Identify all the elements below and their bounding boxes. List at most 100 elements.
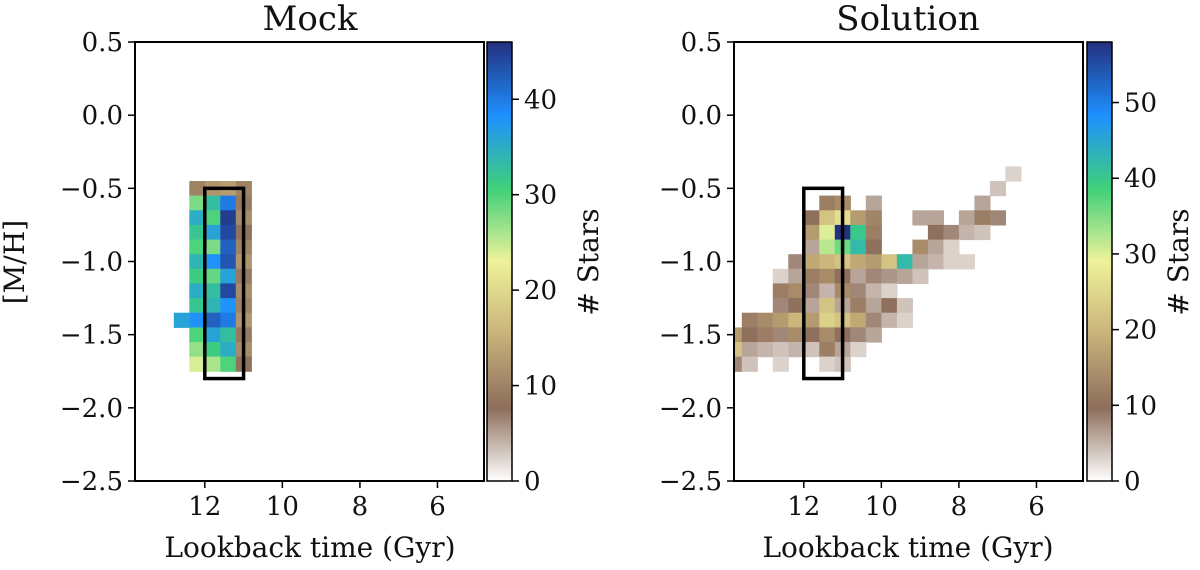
x-tick-label: 12 — [787, 492, 820, 522]
heatmap-cell — [220, 268, 237, 284]
heatmap-cell — [819, 268, 836, 284]
heatmap-cell — [881, 298, 898, 314]
heatmap-cell — [189, 268, 206, 284]
colorbar-mock: 0 10 20 30 40 # Stars — [486, 41, 605, 497]
heatmap-cell — [757, 312, 774, 328]
heatmap-cell — [772, 312, 789, 328]
heatmap-cell — [204, 283, 221, 299]
heatmap-cell — [173, 312, 190, 328]
heatmap-cell — [734, 327, 743, 343]
heatmap-cell — [204, 356, 221, 372]
heatmap-cell — [958, 254, 975, 270]
heatmap-cell — [803, 312, 820, 328]
heatmap-cell — [741, 327, 758, 343]
colorbar-tick-label: 50 — [1124, 89, 1157, 119]
heatmap-cell — [943, 239, 960, 255]
x-axis-label-mock: Lookback time (Gyr) — [164, 531, 455, 564]
heatmap-cell — [204, 342, 221, 358]
heatmap-cell — [220, 254, 237, 270]
y-tick-label: 0.0 — [82, 101, 123, 131]
heatmap-cell — [204, 195, 221, 211]
panel-solution: Solution 12 10 8 6 0.5 0.0 −0.5 −1.0 −1.5 −2.0 −2… — [659, 0, 1195, 564]
heatmap-cell — [803, 210, 820, 226]
heatmap-cell — [803, 342, 820, 358]
colorbar-tick-label: 0 — [1124, 467, 1141, 497]
heatmap-cell — [189, 283, 206, 299]
heatmap-cell — [788, 283, 805, 299]
heatmap-cell — [881, 283, 898, 299]
heatmap-cell — [803, 239, 820, 255]
heatmap-cell — [220, 239, 237, 255]
heatmap-cell — [958, 210, 975, 226]
heatmap-cell — [189, 224, 206, 241]
heatmap-cell — [757, 327, 774, 343]
heatmap-cell — [803, 298, 820, 314]
colorbar-tick-label: 0 — [524, 467, 541, 497]
heatmap-cell — [772, 356, 789, 372]
heatmap-cell — [989, 181, 1006, 197]
highlight-box-solution — [802, 186, 845, 381]
x-tick-label: 8 — [951, 492, 968, 522]
heatmap-cells-solution — [734, 166, 1022, 372]
colorbar-tick-label: 10 — [1124, 391, 1157, 421]
y-ticks-mock: 0.5 0.0 −0.5 −1.0 −1.5 −2.0 −2.5 — [60, 28, 135, 497]
heatmap-cell — [896, 312, 913, 328]
heatmap-cell — [865, 268, 882, 284]
x-tick-label: 10 — [266, 492, 299, 522]
heatmap-cell — [189, 195, 206, 211]
heatmap-cell — [865, 195, 882, 211]
y-tick-label: 0.0 — [681, 101, 722, 131]
heatmap-cell — [803, 224, 820, 241]
heatmap-cell — [772, 268, 789, 284]
colorbar-label-solution: # Stars — [1162, 208, 1195, 315]
y-tick-label: −1.5 — [659, 321, 722, 351]
colorbar-gradient-solution — [1086, 41, 1113, 482]
y-tick-label: −2.5 — [659, 467, 722, 497]
colorbar-tick-label: 40 — [524, 85, 557, 115]
heatmap-cell — [741, 342, 758, 358]
heatmap-cell — [204, 254, 221, 270]
heatmap-cell — [189, 312, 206, 328]
heatmap-cell — [819, 195, 836, 211]
heatmap-cell — [189, 298, 206, 314]
heatmap-cell — [865, 312, 882, 328]
heatmap-cell — [819, 298, 836, 314]
heatmap-cell — [220, 195, 237, 211]
y-axis-label-mock: [M/H] — [0, 220, 31, 304]
colorbar-solution: 0 10 20 30 40 50 # Stars — [1086, 41, 1195, 497]
heatmap-cell — [757, 342, 774, 358]
heatmap-cell — [865, 327, 882, 343]
heatmap-cell — [788, 268, 805, 284]
heatmap-cell — [189, 210, 206, 226]
heatmap-cell — [974, 195, 991, 211]
heatmap-cell — [881, 268, 898, 284]
axes-frame-mock — [134, 41, 485, 482]
colorbar-tick-label: 40 — [1124, 164, 1157, 194]
heatmap-cell — [220, 356, 237, 372]
heatmap-cell — [850, 283, 867, 299]
panel-title-solution: Solution — [836, 0, 979, 39]
heatmap-cell — [850, 210, 867, 226]
heatmap-cell — [865, 298, 882, 314]
heatmap-cell — [204, 312, 221, 328]
heatmap-cell — [974, 224, 991, 241]
heatmap-cell — [912, 210, 929, 226]
y-tick-label: −1.0 — [659, 248, 722, 278]
heatmap-cell — [788, 312, 805, 328]
heatmap-cell — [850, 312, 867, 328]
panel-title-mock: Mock — [263, 0, 358, 39]
heatmap-cell — [220, 224, 237, 241]
y-tick-label: 0.5 — [681, 28, 722, 58]
heatmap-cell — [204, 224, 221, 241]
heatmap-cell — [819, 239, 836, 255]
x-tick-label: 6 — [1028, 492, 1045, 522]
heatmap-cell — [803, 327, 820, 343]
heatmap-cell — [788, 254, 805, 270]
heatmap-cell — [927, 210, 944, 226]
colorbar-tick-label: 20 — [524, 276, 557, 306]
heatmap-cell — [912, 268, 929, 284]
heatmap-cell — [189, 327, 206, 343]
heatmap-cell — [741, 312, 758, 328]
heatmap-cell — [741, 356, 758, 372]
